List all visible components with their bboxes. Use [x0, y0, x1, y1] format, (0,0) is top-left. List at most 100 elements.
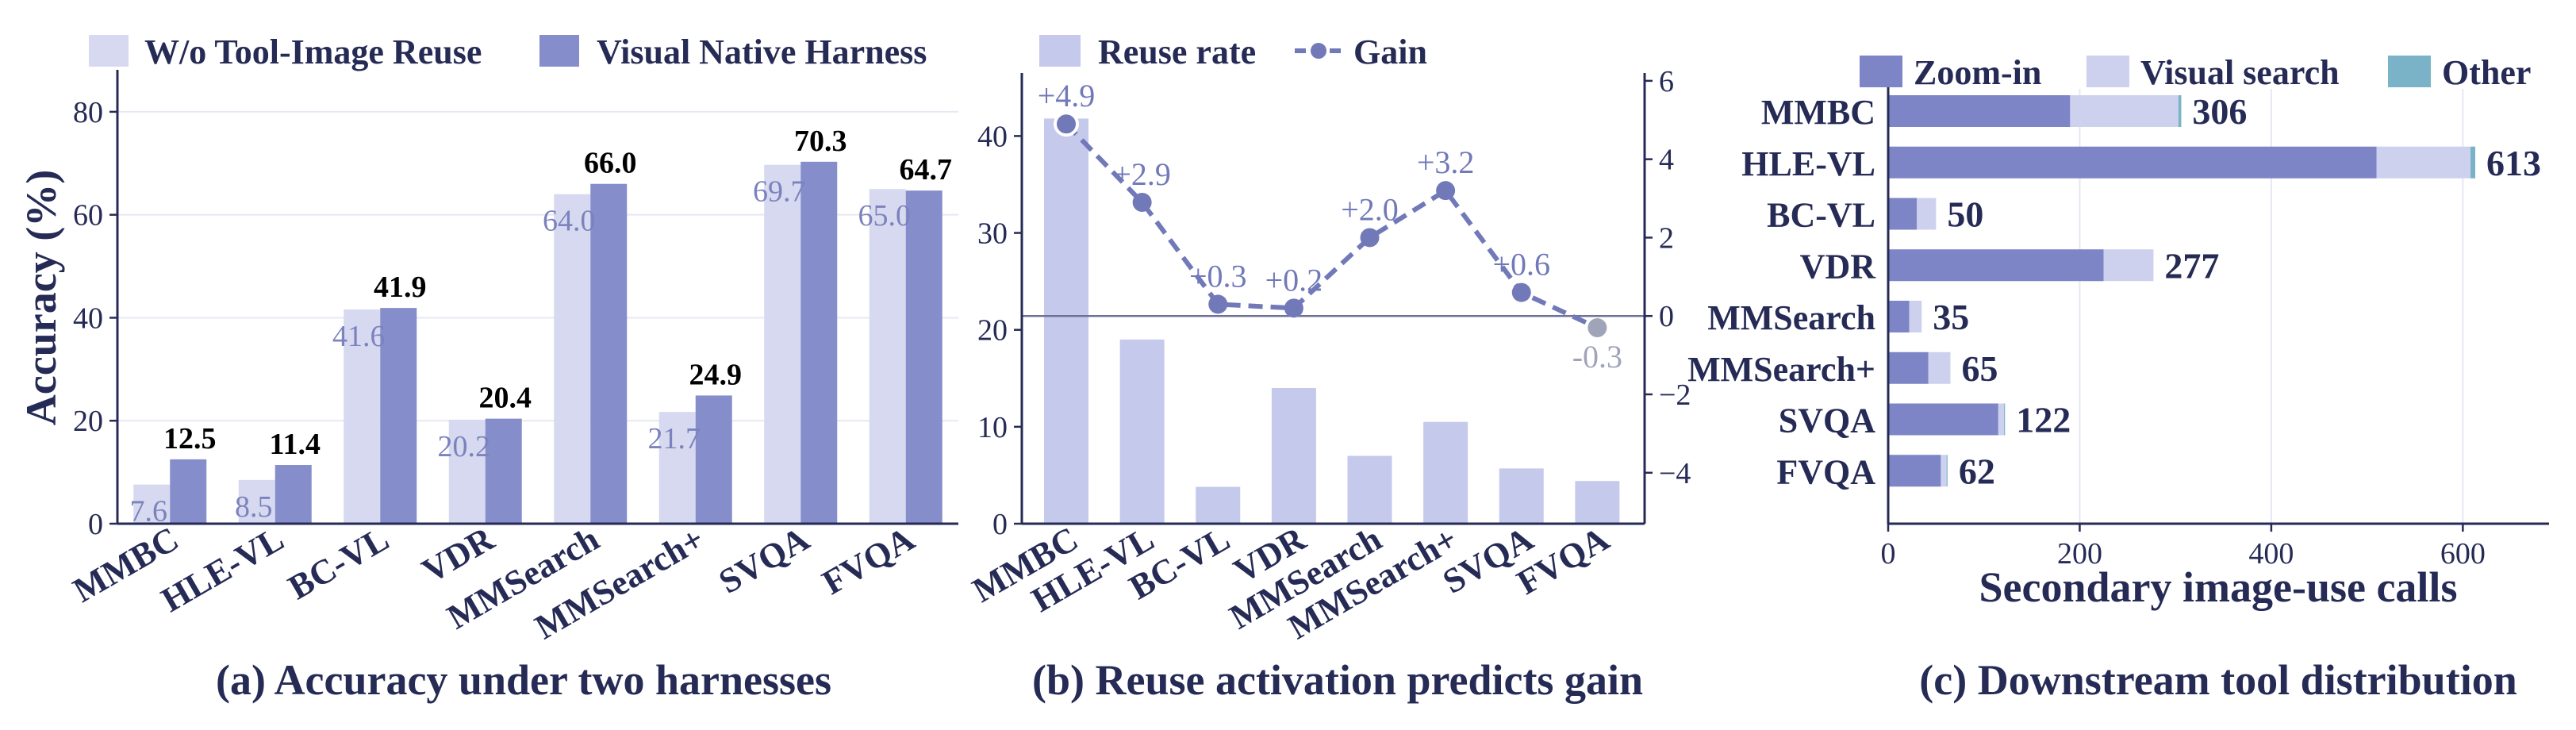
panel-b-left-y-tick-label: 20 — [977, 314, 1008, 348]
panel-c-x-tick-label: 600 — [2440, 537, 2486, 571]
panel-b-gain-labels: +4.9 +2.9 +0.3 +0.2 +2.0 +3.2 +0.6 -0.3 — [1038, 78, 1622, 375]
gain-point-mmsearch — [1436, 181, 1456, 201]
bar-reuse-rate-mmsearch — [1347, 455, 1392, 524]
bar-zoom-in-mmsearch — [1888, 301, 1910, 332]
legend-label-other: Other — [2442, 53, 2531, 92]
bar-visual-native-mmsearch — [590, 183, 628, 524]
panel-a-x-label-bc-vl: BC-VL — [282, 519, 395, 607]
legend-swatch-zoom-in — [1860, 56, 1902, 87]
panel-b-left-y-tick-label: 10 — [977, 411, 1008, 444]
gain-label-mmsearch: +2.0 — [1341, 191, 1399, 227]
value-label-without-reuse-hle-vl: 8.5 — [235, 490, 273, 524]
panel-b-right-y-tick-label: −4 — [1659, 457, 1691, 490]
bar-without-reuse-svqa — [764, 164, 801, 524]
bar-zoom-in-hle-vl — [1888, 146, 2377, 179]
panel-a-caption: (a) Accuracy under two harnesses — [216, 656, 831, 704]
bar-visual-search-mmbc — [2070, 95, 2179, 127]
legend-swatch-reuse-rate — [1039, 35, 1081, 67]
bar-reuse-rate-svqa — [1499, 468, 1544, 524]
bar-reuse-rate-bc-vl — [1196, 486, 1241, 524]
panel-c-y-label-fvqa: FVQA — [1776, 452, 1875, 491]
bar-zoom-in-vdr — [1888, 249, 2104, 282]
legend-label-visual-native: Visual Native Harness — [597, 33, 927, 71]
panel-b-right-y-tick-label: 6 — [1659, 65, 1674, 98]
legend-label-visual-search: Visual search — [2140, 53, 2340, 92]
panel-c-y-label-mmbc: MMBC — [1761, 93, 1875, 132]
bar-visual-native-svqa — [800, 161, 838, 524]
total-label-bc-vl: 50 — [1947, 194, 1983, 235]
value-label-visual-native-mmbc: 12.5 — [163, 422, 217, 455]
panel-a-y-tick-label: 60 — [73, 199, 103, 232]
bar-zoom-in-bc-vl — [1888, 198, 1918, 230]
panel-c-x-ticks: 0 200 400 600 — [1881, 524, 2486, 571]
gain-label-vdr: +0.2 — [1265, 262, 1323, 298]
bar-visual-native-hle-vl — [274, 465, 312, 524]
total-label-fvqa: 62 — [1959, 451, 1995, 491]
bar-without-reuse-vdr — [448, 419, 486, 524]
gain-label-fvqa: -0.3 — [1572, 339, 1622, 375]
bar-visual-search-vdr — [2103, 249, 2154, 282]
value-label-without-reuse-mmsearch: 21.7 — [648, 422, 701, 455]
bar-visual-search-bc-vl — [1917, 198, 1937, 230]
bar-other-svqa — [2004, 403, 2006, 436]
panel-a-y-tick-label: 80 — [73, 96, 103, 129]
bar-visual-native-fvqa — [905, 190, 942, 524]
panel-a-x-label-svqa: SVQA — [712, 519, 816, 601]
bar-without-reuse-mmsearch — [658, 412, 696, 524]
bar-other-mmbc — [2178, 95, 2182, 127]
total-label-mmbc: 306 — [2192, 91, 2247, 132]
gain-point-bc-vl — [1208, 294, 1228, 314]
value-label-without-reuse-vdr: 20.2 — [438, 430, 491, 463]
panel-c-y-label-bc-vl: BC-VL — [1767, 196, 1875, 235]
gain-point-svqa — [1511, 282, 1531, 302]
bar-without-reuse-hle-vl — [238, 479, 275, 524]
bar-zoom-in-svqa — [1888, 403, 1998, 436]
value-label-without-reuse-bc-vl: 41.6 — [332, 320, 386, 353]
value-label-visual-native-svqa: 70.3 — [794, 125, 847, 158]
value-label-visual-native-mmsearch: 66.0 — [584, 147, 637, 180]
total-label-mmsearch: 65 — [1961, 348, 1998, 389]
panel-a-accuracy-chart: 7.612.58.511.441.641.920.220.464.066.021… — [17, 33, 958, 704]
bar-reuse-rate-fvqa — [1575, 481, 1620, 524]
bar-reuse-rate-vdr — [1271, 387, 1316, 524]
panel-c-stacked-bars — [1888, 95, 2476, 487]
legend-swatch-other — [2388, 56, 2431, 87]
panel-c-x-tick-label: 200 — [2057, 537, 2102, 571]
gain-point-fvqa — [1587, 318, 1607, 338]
bar-visual-search-mmsearch — [1909, 301, 1922, 332]
bar-zoom-in-fvqa — [1888, 455, 1941, 487]
total-label-vdr: 277 — [2164, 245, 2219, 286]
panel-c-y-label-mmsearch: MMSearch+ — [1687, 350, 1875, 389]
panel-c-total-labels: 306 613 50 277 35 65 122 62 — [1933, 91, 2541, 491]
panel-b-left-y-tick-label: 0 — [992, 508, 1008, 541]
value-label-visual-native-hle-vl: 11.4 — [270, 428, 321, 461]
panel-c-category-labels: MMBC HLE-VL BC-VL VDR MMSearch MMSearch+ SVQA F… — [1687, 93, 1876, 491]
gain-label-mmsearch: +3.2 — [1417, 144, 1475, 180]
gain-label-mmbc: +4.9 — [1038, 78, 1096, 113]
panel-c-y-label-hle-vl: HLE-VL — [1741, 144, 1875, 183]
panel-a-bars — [133, 161, 942, 524]
value-label-without-reuse-svqa: 69.7 — [753, 175, 806, 209]
value-label-visual-native-vdr: 20.4 — [479, 382, 532, 415]
panel-b-right-y-tick-label: 4 — [1659, 144, 1674, 177]
gain-label-svqa: +0.6 — [1492, 247, 1550, 282]
bar-reuse-rate-hle-vl — [1119, 339, 1165, 524]
bar-visual-native-mmsearch — [695, 395, 732, 524]
panel-c-tool-distribution-chart: 306 613 50 277 35 65 122 62 0 200 400 600 MMBC HLE-… — [1687, 53, 2549, 704]
bar-without-reuse-mmsearch — [554, 194, 591, 524]
panel-b-right-y-tick-label: 2 — [1659, 221, 1674, 255]
panel-c-x-axis-title: Secondary image-use calls — [1979, 563, 2458, 611]
panel-c-y-label-mmsearch: MMSearch — [1707, 298, 1875, 337]
panel-a-y-tick-label: 0 — [88, 508, 103, 541]
bar-without-reuse-fvqa — [869, 189, 906, 524]
panel-b-left-y-tick-label: 40 — [977, 120, 1008, 153]
value-label-without-reuse-mmsearch: 64.0 — [543, 205, 596, 238]
legend-swatch-gain-marker — [1311, 43, 1326, 59]
bar-visual-native-bc-vl — [380, 308, 417, 524]
panel-b-caption: (b) Reuse activation predicts gain — [1032, 656, 1643, 704]
panel-b-reuse-bars — [1044, 118, 1620, 524]
value-label-visual-native-fvqa: 64.7 — [900, 153, 953, 186]
bar-visual-native-mmbc — [170, 459, 207, 524]
